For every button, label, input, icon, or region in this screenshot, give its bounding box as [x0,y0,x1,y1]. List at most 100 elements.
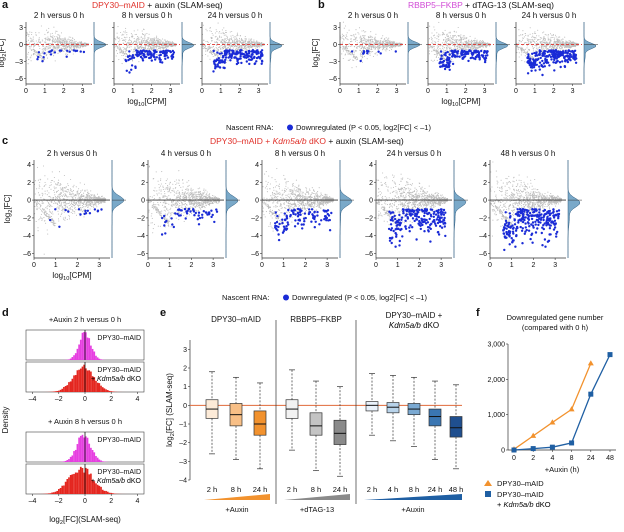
grey-point [164,46,166,48]
grey-point [223,42,225,44]
grey-point [353,53,355,56]
grey-point [123,43,125,45]
grey-point [471,48,473,50]
grey-point [568,42,570,44]
grey-point [544,39,546,42]
downregulated-point [542,54,545,57]
grey-point [60,39,62,41]
grey-point [392,42,395,44]
grey-point [229,38,231,40]
grey-point [224,41,226,43]
grey-point [136,42,138,44]
grey-point [27,63,29,65]
grey-point [391,43,393,45]
downregulated-point [446,61,449,64]
grey-point [238,40,240,42]
grey-point [484,45,486,47]
grey-point [449,40,451,42]
grey-point [134,46,136,48]
grey-point [157,39,160,41]
grey-point [154,45,156,47]
grey-point [224,38,226,40]
grey-point [150,38,152,40]
grey-point [145,41,147,43]
grey-point [129,53,131,55]
grey-point [57,42,59,44]
grey-point [261,44,263,46]
grey-point [125,53,127,55]
grey-point [80,41,82,43]
grey-point [207,55,209,57]
grey-point [450,42,452,44]
grey-point [142,37,144,39]
grey-point [236,45,238,47]
downregulated-point [366,52,369,55]
grey-point [450,39,452,41]
grey-point [375,40,377,42]
panel-a: a DPY30–mAID + auxin (SLAM-seq)30–3–60 1 2 3… [0,0,284,108]
grey-point [34,53,36,55]
grey-point [211,32,213,35]
grey-point [134,47,136,49]
downregulated-point [146,50,149,54]
grey-point [49,40,51,42]
grey-point [144,42,146,44]
grey-point [542,42,544,44]
downregulated-point [530,69,533,73]
grey-point [442,56,444,58]
grey-point [116,32,118,34]
grey-point [155,39,158,41]
grey-point [564,36,566,38]
grey-point [355,46,357,48]
grey-point [57,40,59,42]
grey-point [354,39,356,41]
grey-point [435,53,437,56]
grey-point [433,53,435,56]
grey-point [542,37,544,39]
grey-point [156,49,158,51]
grey-point [28,59,30,61]
grey-point [529,39,531,41]
grey-point [130,42,132,44]
grey-point [237,41,239,43]
downregulated-point [448,62,451,65]
grey-point [209,43,212,45]
grey-point [56,41,58,43]
grey-point [468,45,470,47]
grey-point [430,36,432,38]
grey-point [344,36,347,39]
grey-point [549,33,552,35]
grey-point [525,52,527,54]
grey-point [36,51,38,53]
grey-point [141,46,143,48]
grey-point [387,39,389,41]
grey-point [466,37,468,39]
grey-point [520,54,522,56]
grey-point [452,41,455,44]
grey-point [247,46,249,48]
panel-letter: b [318,0,325,11]
grey-point [446,33,448,35]
grey-point [534,42,536,44]
grey-point [516,45,518,48]
grey-point [120,50,122,52]
grey-point [487,44,489,46]
grey-point [78,47,80,49]
grey-point [532,56,534,58]
grey-point [255,41,257,43]
grey-point [48,43,50,45]
grey-point [224,45,226,47]
grey-point [355,66,357,68]
downregulated-point [564,60,567,63]
grey-point [38,37,40,39]
grey-point [62,50,64,52]
grey-point [473,44,475,46]
grey-point [551,44,553,47]
downregulated-point [574,55,577,58]
grey-point [137,38,139,40]
grey-point [383,45,385,47]
grey-point [569,46,571,48]
downregulated-point [50,49,54,52]
grey-point [434,29,436,31]
grey-point [433,50,435,52]
